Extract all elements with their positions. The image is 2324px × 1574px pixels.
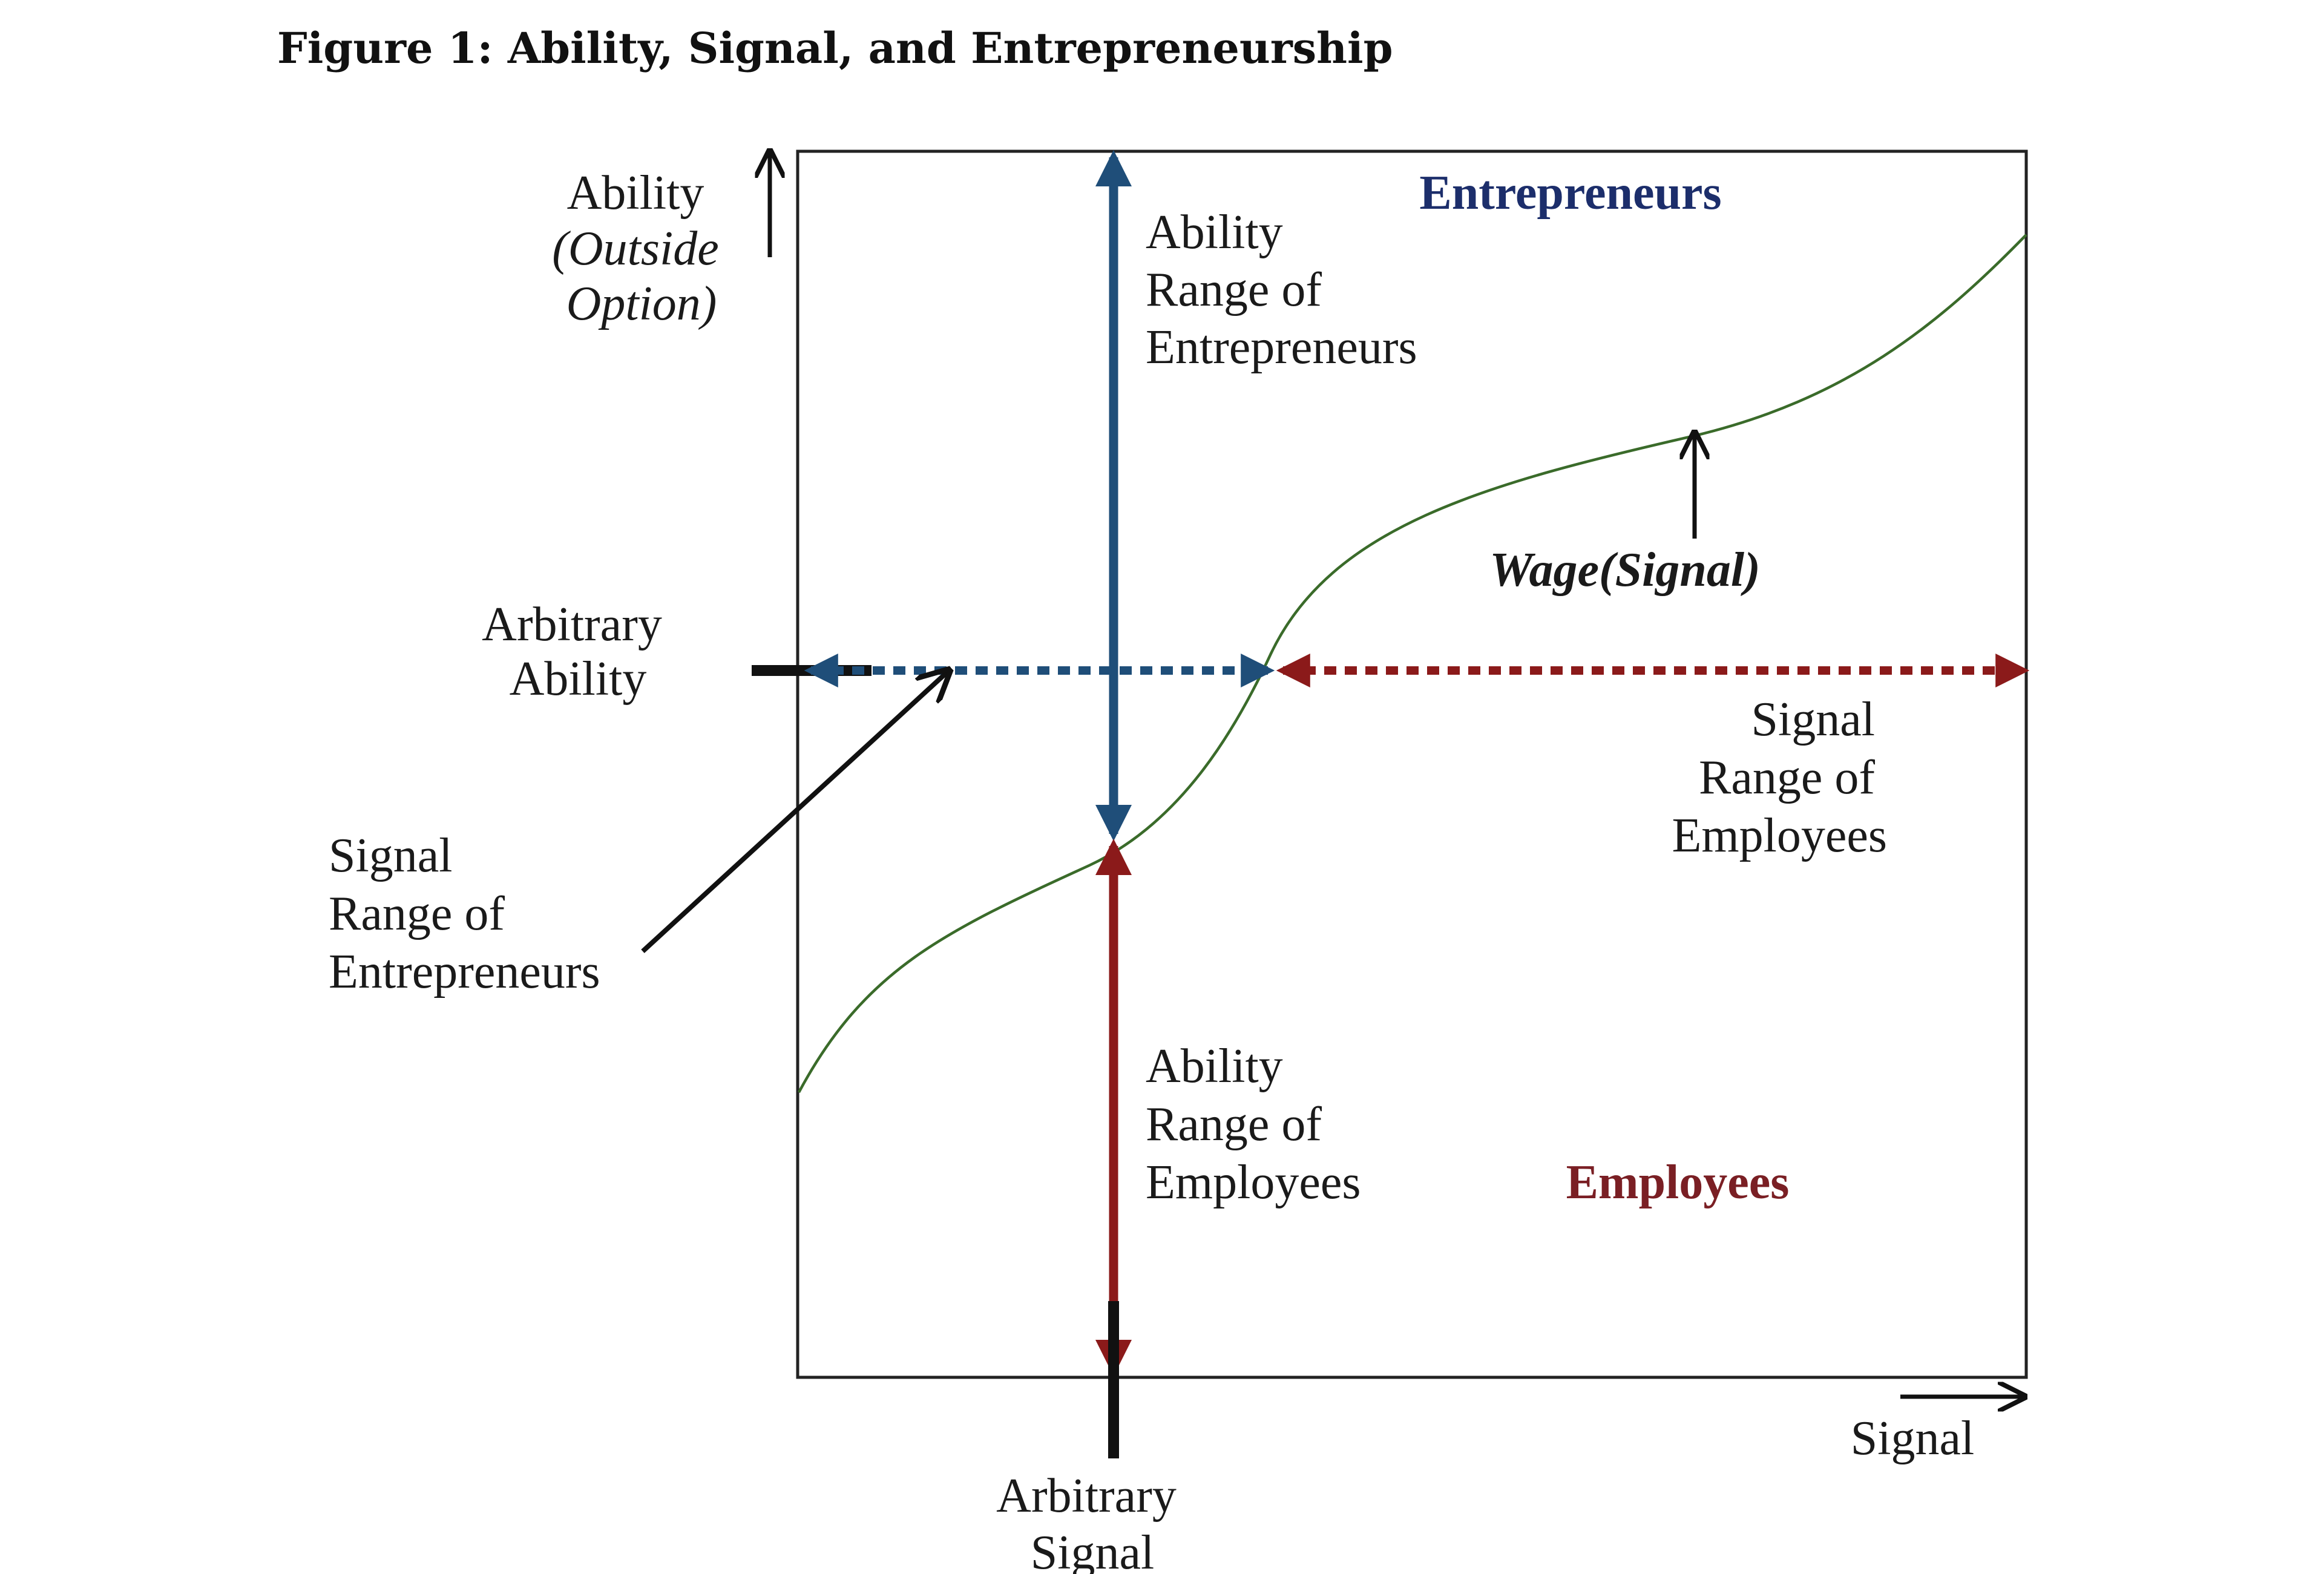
signal-range-entrepreneurs-line-2: Range of bbox=[329, 887, 505, 940]
signal-range-employees-line-3: Employees bbox=[1672, 809, 1887, 862]
wage-curve-label: Wage(Signal) bbox=[1489, 543, 1760, 597]
arbitrary-ability-line-2: Ability bbox=[510, 652, 647, 706]
signal-range-entrepreneurs-pointer bbox=[641, 671, 949, 953]
signal-range-entrepreneurs-line-1: Signal bbox=[329, 829, 452, 882]
arbitrary-signal-line-1: Arbitrary bbox=[996, 1469, 1177, 1523]
y-axis-label-line-1: Ability bbox=[567, 166, 704, 220]
signal-range-employees-line-1: Signal bbox=[1751, 693, 1875, 746]
ability-range-entrepreneurs-line-1: Ability bbox=[1146, 206, 1283, 259]
y-axis-label: Ability (Outside Option) bbox=[552, 166, 731, 330]
figure-title: Figure 1: Ability, Signal, and Entrepren… bbox=[277, 23, 1393, 73]
entrepreneurs-region-label: Entrepreneurs bbox=[1419, 166, 1721, 220]
ability-range-entrepreneurs-line-3: Entrepreneurs bbox=[1146, 321, 1417, 374]
arbitrary-ability-line-1: Arbitrary bbox=[482, 598, 662, 651]
signal-range-employees-label: Signal Range of Employees bbox=[1672, 693, 1887, 862]
arbitrary-ability-label: Arbitrary Ability bbox=[482, 598, 674, 706]
ability-range-employees-line-2: Range of bbox=[1146, 1098, 1322, 1151]
ability-range-employees-line-3: Employees bbox=[1146, 1156, 1361, 1209]
y-axis-label-line-2: (Outside bbox=[552, 222, 719, 275]
y-axis-label-line-3: Option) bbox=[566, 277, 717, 330]
employees-region-label: Employees bbox=[1566, 1156, 1790, 1209]
ability-range-employees-line-1: Ability bbox=[1146, 1040, 1283, 1093]
wage-curve bbox=[798, 234, 2027, 1094]
ability-range-entrepreneurs-label: Ability Range of Entrepreneurs bbox=[1146, 206, 1417, 374]
arbitrary-signal-label: Arbitrary Signal bbox=[996, 1469, 1189, 1574]
x-axis-label: Signal bbox=[1851, 1412, 1974, 1465]
plot-frame bbox=[796, 149, 2028, 1379]
signal-range-entrepreneurs-line-3: Entrepreneurs bbox=[329, 945, 600, 999]
ability-range-employees-label: Ability Range of Employees bbox=[1146, 1040, 1361, 1209]
arbitrary-signal-line-2: Signal bbox=[1031, 1526, 1154, 1574]
ability-range-entrepreneurs-line-2: Range of bbox=[1146, 263, 1322, 316]
signal-range-employees-line-2: Range of bbox=[1699, 751, 1875, 804]
signal-range-entrepreneurs-label: Signal Range of Entrepreneurs bbox=[329, 829, 600, 999]
